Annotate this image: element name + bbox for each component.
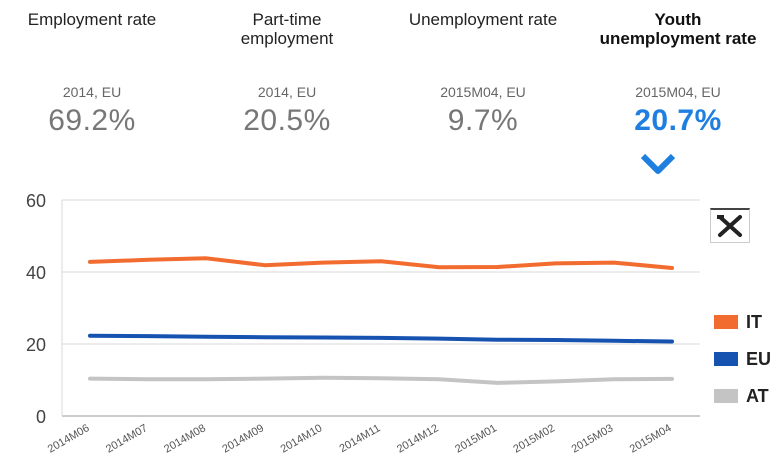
data-point-it[interactable] (495, 265, 499, 269)
x-axis: 2014M06 2014M07 2014M08 2014M09 2014M10 2014M… (46, 422, 674, 455)
indicator-value: 9.7% (447, 104, 519, 137)
y-tick-label: 0 (36, 407, 46, 427)
indicator-label: Employment rate (27, 10, 157, 29)
data-point-it[interactable] (612, 261, 616, 265)
legend-item-it[interactable]: IT (714, 312, 771, 332)
data-point-at[interactable] (437, 377, 441, 381)
data-point-eu[interactable] (146, 334, 150, 338)
legend-item-at[interactable]: AT (714, 386, 771, 406)
data-point-at[interactable] (146, 377, 150, 381)
data-point-at[interactable] (554, 379, 558, 383)
indicator-meta: 2015M04, EU (440, 84, 526, 100)
tools-icon (717, 215, 742, 237)
data-point-it[interactable] (321, 261, 325, 265)
data-point-it[interactable] (146, 258, 150, 262)
data-point-eu[interactable] (321, 336, 325, 340)
legend-item-eu[interactable]: EU (714, 349, 771, 369)
chart-grid (61, 199, 700, 417)
x-tick-label: 2014M06 (46, 422, 92, 455)
x-tick-label: 2015M01 (453, 422, 499, 455)
indicator-value: 20.5% (243, 104, 331, 137)
chart-legend: IT EU AT (714, 312, 771, 423)
data-point-at[interactable] (495, 381, 499, 385)
data-point-it[interactable] (670, 266, 674, 270)
legend-swatch (714, 389, 738, 403)
data-point-eu[interactable] (554, 338, 558, 342)
data-point-eu[interactable] (670, 339, 674, 343)
indicator-meta: 2014, EU (62, 84, 122, 100)
data-point-eu[interactable] (204, 335, 208, 339)
data-point-eu[interactable] (379, 336, 383, 340)
y-tick-label: 40 (26, 263, 46, 283)
x-tick-label: 2015M02 (511, 422, 557, 455)
data-point-at[interactable] (670, 377, 674, 381)
legend-swatch (714, 352, 738, 366)
indicator-meta: 2015M04, EU (635, 84, 721, 100)
x-tick-label: 2015M03 (570, 422, 616, 455)
data-point-eu[interactable] (437, 337, 441, 341)
x-tick-label: 2015M04 (628, 422, 674, 455)
data-point-it[interactable] (437, 265, 441, 269)
indicator-tiles: Employment rate 2014, EU 69.2% Part-time… (0, 0, 779, 175)
indicator-unemployment-rate[interactable]: Unemployment rate 2015M04, EU 9.7% (393, 10, 573, 138)
data-point-at[interactable] (321, 376, 325, 380)
data-point-eu[interactable] (88, 334, 92, 338)
y-axis: 0 20 40 60 (26, 191, 46, 427)
x-tick-label: 2014M11 (337, 422, 382, 455)
chevron-down-icon (640, 153, 676, 174)
chart-series (88, 256, 674, 385)
data-point-eu[interactable] (263, 335, 267, 339)
data-point-it[interactable] (204, 256, 208, 260)
indicator-employment-rate[interactable]: Employment rate 2014, EU 69.2% (2, 10, 182, 138)
data-point-it[interactable] (263, 263, 267, 267)
data-point-eu[interactable] (495, 338, 499, 342)
tools-button[interactable] (710, 208, 750, 243)
indicator-meta: 2014, EU (257, 84, 317, 100)
x-tick-label: 2014M10 (279, 422, 325, 455)
x-tick-label: 2014M08 (162, 422, 208, 455)
data-point-eu[interactable] (612, 339, 616, 343)
indicator-value: 69.2% (48, 104, 136, 137)
indicator-part-time-employment[interactable]: Part-time employment 2014, EU 20.5% (197, 10, 377, 138)
data-point-at[interactable] (612, 377, 616, 381)
legend-label: EU (746, 348, 772, 369)
data-point-at[interactable] (88, 377, 92, 381)
indicator-label: Youth unemployment rate (599, 10, 757, 48)
legend-swatch (714, 315, 738, 329)
legend-label: IT (746, 311, 762, 332)
data-point-it[interactable] (379, 259, 383, 263)
y-tick-label: 60 (26, 191, 46, 211)
data-point-at[interactable] (204, 377, 208, 381)
indicator-value: 20.7% (634, 104, 722, 137)
indicator-youth-unemployment-rate[interactable]: Youth unemployment rate 2015M04, EU 20.7… (588, 10, 768, 138)
data-point-at[interactable] (379, 376, 383, 380)
indicator-label: Part-time employment (240, 10, 334, 48)
x-tick-label: 2014M12 (395, 422, 441, 455)
legend-label: AT (746, 385, 769, 406)
x-tick-label: 2014M09 (220, 422, 266, 455)
data-point-it[interactable] (554, 261, 558, 265)
indicator-label: Unemployment rate (408, 10, 558, 29)
data-point-it[interactable] (88, 260, 92, 264)
y-tick-label: 20 (26, 335, 46, 355)
data-point-at[interactable] (263, 377, 267, 381)
x-tick-label: 2014M07 (104, 422, 150, 455)
